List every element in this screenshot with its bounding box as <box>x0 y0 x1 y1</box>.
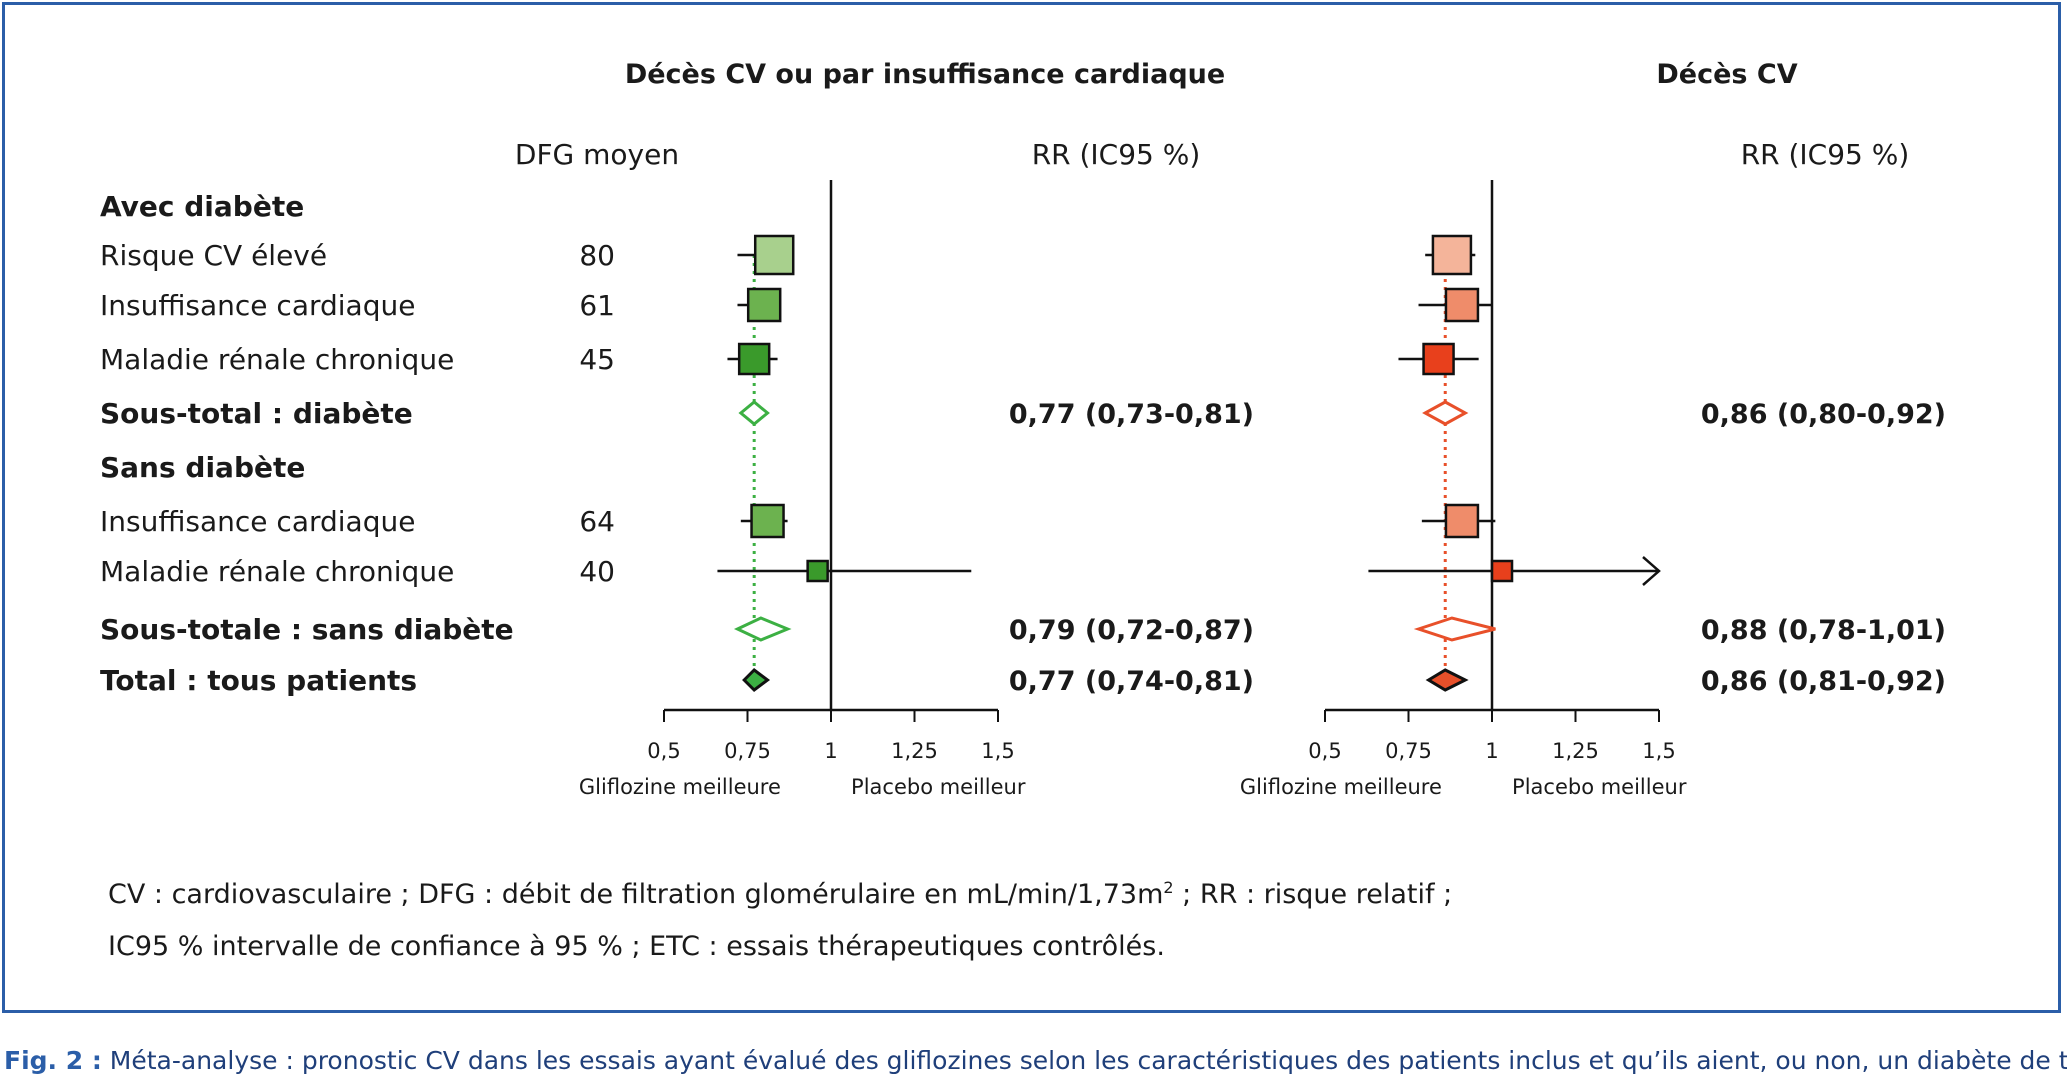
x-tick-label: 0,5 <box>1308 739 1341 763</box>
row-label: Insuffisance cardiaque <box>100 289 415 322</box>
point-estimate-square <box>750 503 785 539</box>
favors-placebo-label: Placebo meilleur <box>851 775 1026 799</box>
footnote-line-2: IC95 % intervalle de confiance à 95 % ; … <box>108 931 1165 962</box>
row-label: Avec diabète <box>100 190 304 223</box>
favors-gliflozine-label: Gliflozine meilleure <box>1240 775 1442 799</box>
figure-caption: Fig. 2 : Méta-analyse : pronostic CV dan… <box>4 1046 2067 1075</box>
x-tick-label: 1,25 <box>891 739 938 763</box>
dfg-value: 80 <box>579 239 615 272</box>
panel-title-right: Décès CV <box>1656 59 1797 90</box>
footnote-superscript: 2 <box>1163 878 1173 897</box>
summary-rr-left: 0,77 (0,74-0,81) <box>1009 666 1254 697</box>
x-tick-label: 0,75 <box>1385 739 1432 763</box>
point-estimate-square <box>806 559 829 583</box>
x-tick-label: 1 <box>1485 739 1498 763</box>
forest-panel-left: 0,5 0,75 1 1,25 1,5 Gliflozine meilleure Place… <box>579 180 1026 799</box>
point-estimate-square <box>753 234 795 276</box>
footnote-line-1: CV : cardiovasculaire ; DFG : débit de f… <box>108 878 1452 910</box>
x-tick-label: 0,75 <box>724 739 771 763</box>
summary-rr-left: 0,77 (0,73-0,81) <box>1009 399 1254 430</box>
footnote-line-1-b: ; RR : risque relatif ; <box>1174 879 1453 910</box>
dfg-value: 64 <box>579 505 615 538</box>
x-tick-label: 1,5 <box>981 739 1014 763</box>
row-label: Risque CV élevé <box>100 239 327 272</box>
x-tick-label: 1,5 <box>1642 739 1675 763</box>
point-estimate-square <box>1444 503 1480 539</box>
row-label: Maladie rénale chronique <box>100 343 454 376</box>
favors-gliflozine-label: Gliflozine meilleure <box>579 775 781 799</box>
row-label: Sous-total : diabète <box>100 397 413 430</box>
dfg-column-header: DFG moyen <box>515 138 679 171</box>
dfg-value: 61 <box>579 289 615 322</box>
summary-rr-right: 0,86 (0,80-0,92) <box>1701 399 1946 430</box>
total-diamond <box>1425 668 1469 692</box>
point-estimate-square <box>1444 287 1480 323</box>
favors-placebo-label: Placebo meilleur <box>1512 775 1687 799</box>
point-estimate-square <box>1431 234 1473 276</box>
point-estimate-square <box>1490 559 1514 583</box>
row-label: Sans diabète <box>100 451 305 484</box>
subtotal-diamond <box>1413 616 1496 642</box>
forest-panel-right: 0,5 0,75 1 1,25 1,5 Gliflozine meilleure Place… <box>1240 180 1687 799</box>
row-label: Total : tous patients <box>100 664 417 697</box>
caption-text: Méta-analyse : pronostic CV dans les ess… <box>101 1046 2067 1075</box>
point-estimate-square <box>737 342 771 376</box>
dfg-value: 45 <box>579 343 615 376</box>
footnote-line-1-a: CV : cardiovasculaire ; DFG : débit de f… <box>108 879 1163 910</box>
summary-rr-right: 0,88 (0,78-1,01) <box>1701 615 1946 646</box>
point-estimate-square <box>746 287 782 323</box>
row-label: Maladie rénale chronique <box>100 555 454 588</box>
figure-frame <box>2 2 2061 1013</box>
summary-rr-left: 0,79 (0,72-0,87) <box>1009 615 1254 646</box>
point-estimate-square <box>1422 342 1455 376</box>
panel-title-left: Décès CV ou par insuffisance cardiaque <box>625 59 1225 90</box>
subtotal-diamond <box>733 616 792 642</box>
row-label: Sous-totale : sans diabète <box>100 613 514 646</box>
dfg-value: 40 <box>579 555 615 588</box>
x-tick-label: 0,5 <box>647 739 680 763</box>
rr-column-header-left: RR (IC95 %) <box>1032 138 1201 171</box>
x-tick-label: 1 <box>824 739 837 763</box>
forest-plot-figure: Décès CV ou par insuffisance cardiaque D… <box>100 59 1946 962</box>
forest-panels: 0,5 0,75 1 1,25 1,5 Gliflozine meilleure Place… <box>579 180 1687 799</box>
x-tick-label: 1,25 <box>1552 739 1599 763</box>
subtotal-diamond <box>738 400 770 426</box>
summary-rr-right: 0,86 (0,81-0,92) <box>1701 666 1946 697</box>
caption-label: Fig. 2 : <box>4 1046 102 1075</box>
total-diamond <box>742 668 771 692</box>
subtotal-diamond <box>1422 400 1469 426</box>
rr-column-header-right: RR (IC95 %) <box>1741 138 1910 171</box>
row-labels: Avec diabète Risque CV élevé 80 Insuffisanc… <box>100 190 1946 697</box>
row-label: Insuffisance cardiaque <box>100 505 415 538</box>
ci-arrow <box>1642 556 1661 586</box>
